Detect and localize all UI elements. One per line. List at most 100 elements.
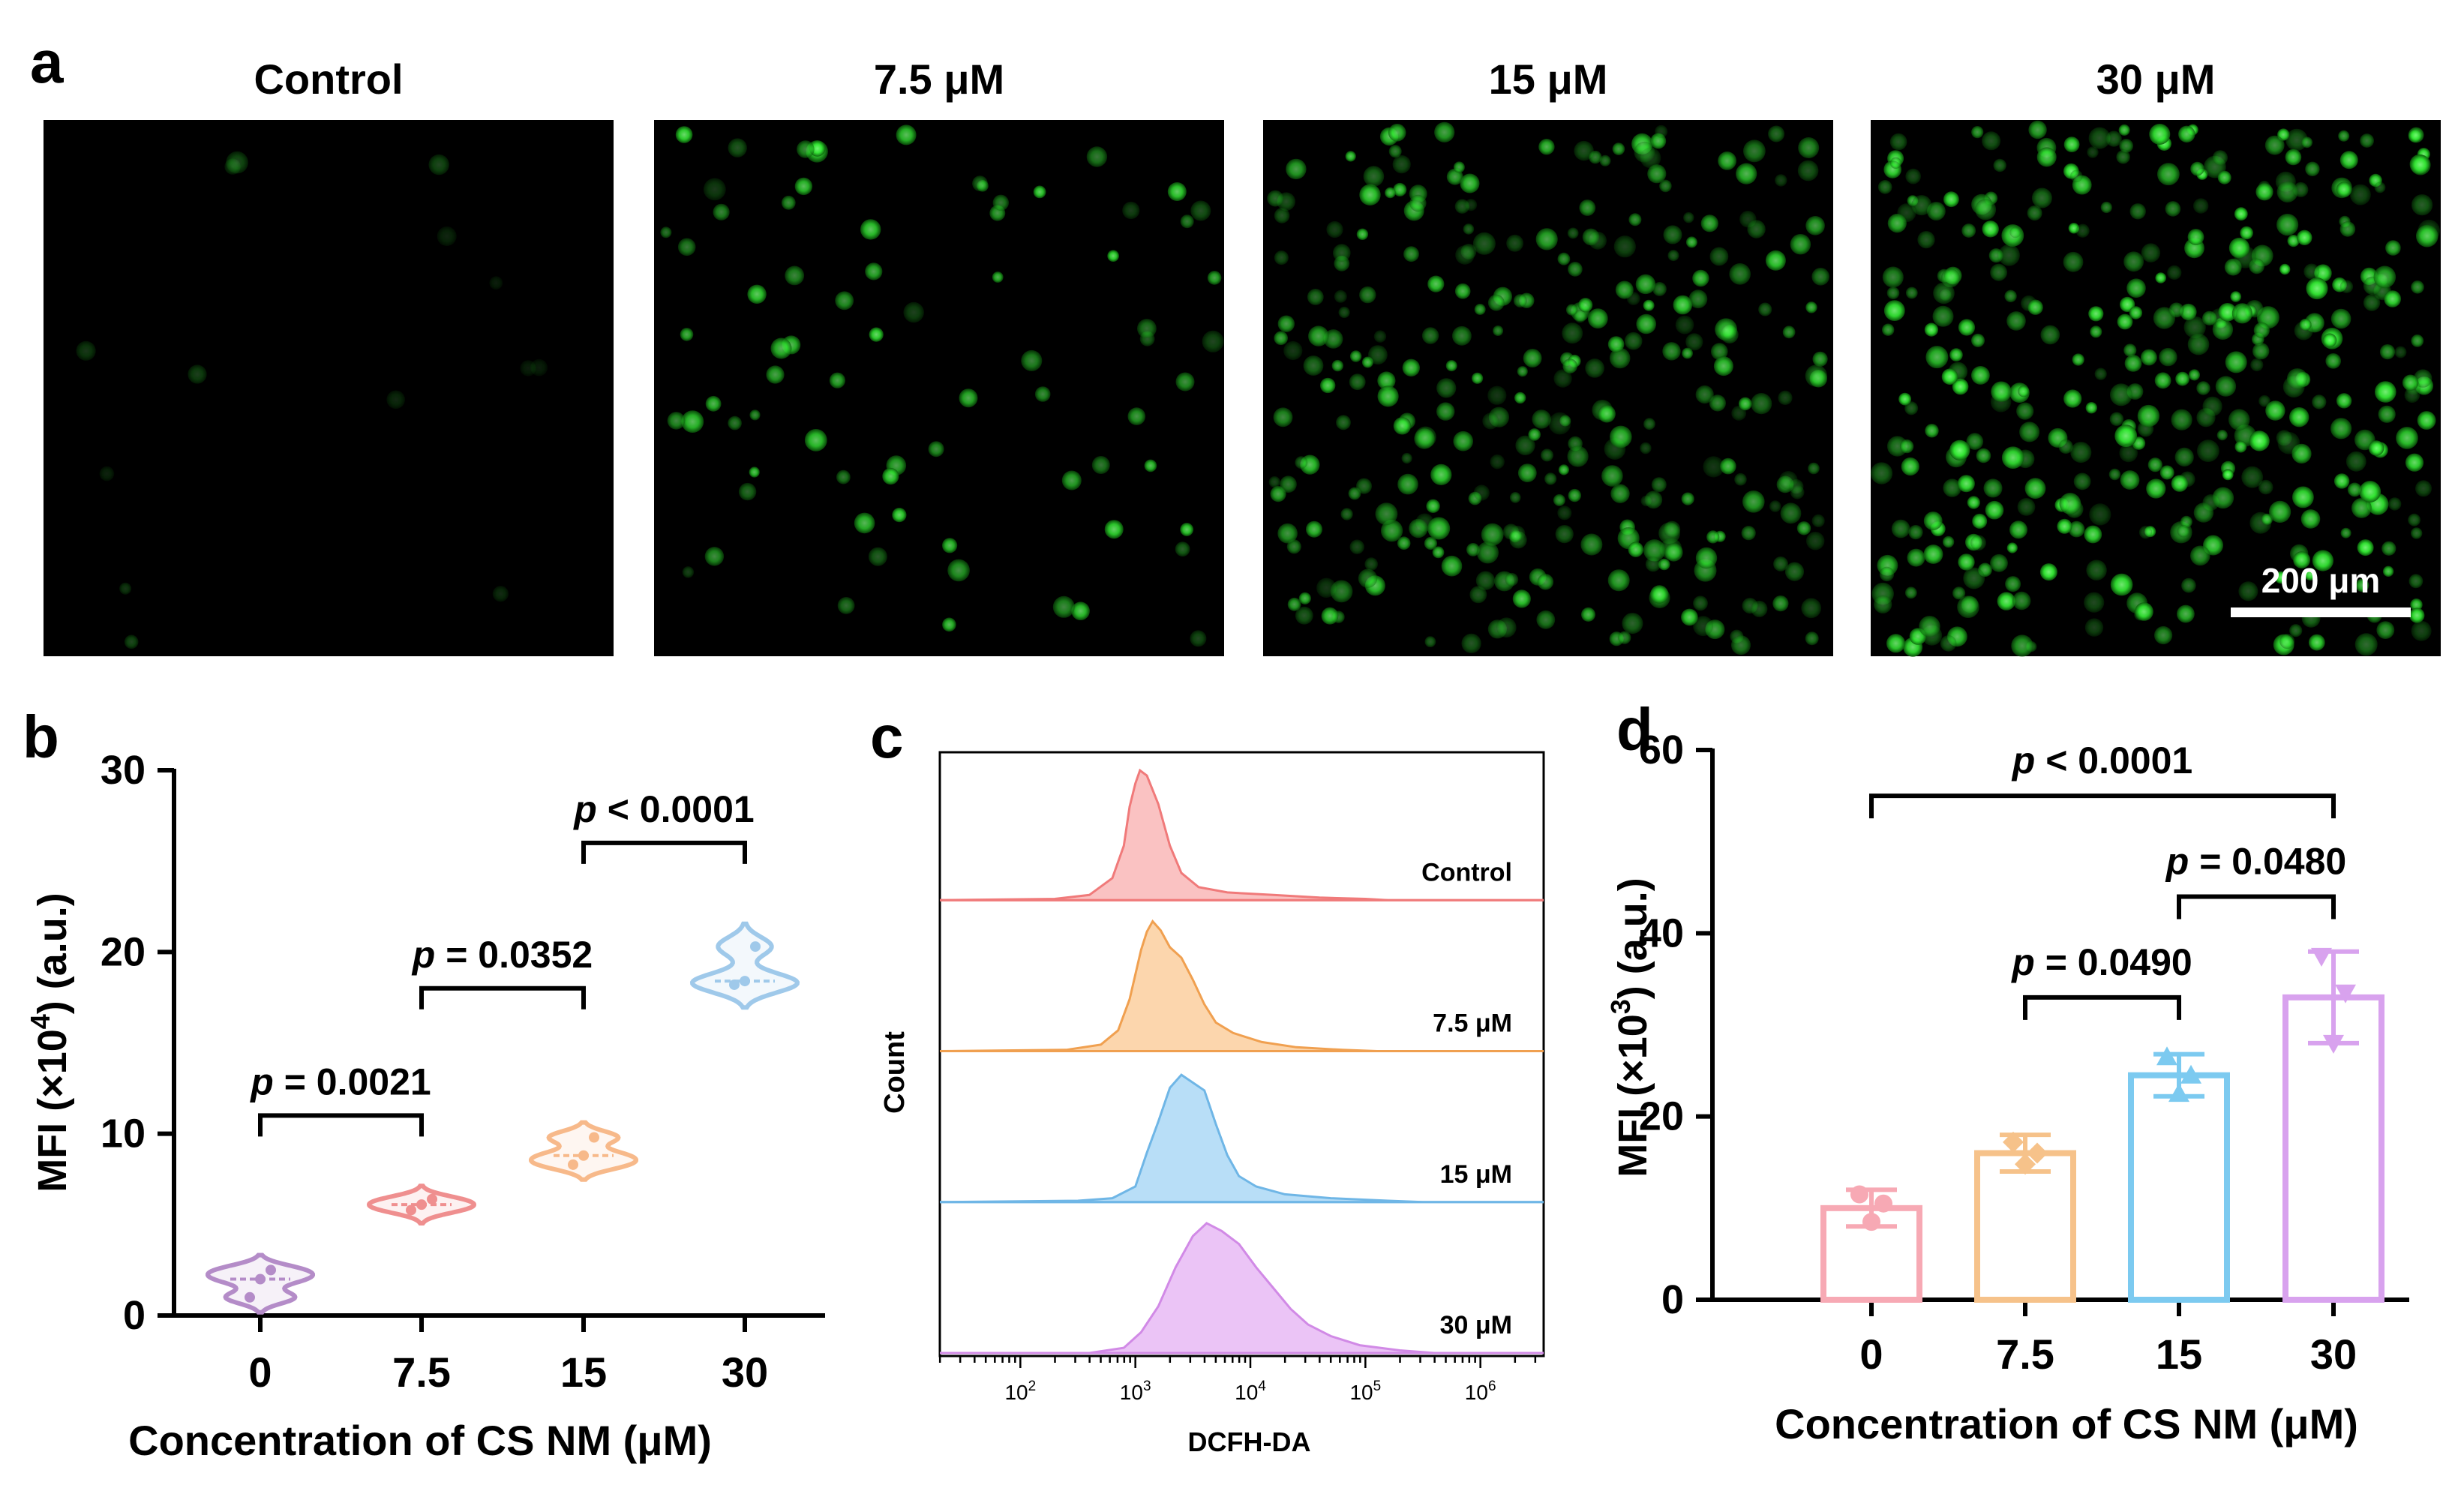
cell <box>1568 262 1583 277</box>
cell <box>1706 530 1720 544</box>
panel-b-letter: b <box>23 704 59 770</box>
cell <box>2385 240 2401 256</box>
cell <box>1883 300 1905 321</box>
cell <box>2196 381 2210 395</box>
cell <box>2174 447 2194 467</box>
cell <box>2177 604 2195 623</box>
panel-d-letter: d <box>1616 696 1653 763</box>
cell <box>1790 484 1805 500</box>
cell <box>1693 616 1714 637</box>
cell <box>2416 224 2438 248</box>
cell <box>2187 229 2204 245</box>
tick-exponent: 6 <box>1488 1378 1496 1394</box>
cell <box>2305 161 2320 176</box>
cell <box>1731 635 1751 656</box>
cell <box>1615 280 1634 299</box>
cell <box>1482 412 1499 430</box>
cell <box>1034 386 1051 402</box>
cell <box>2312 550 2333 572</box>
violin-point <box>255 1274 266 1285</box>
cell <box>2330 308 2351 329</box>
cell <box>1557 506 1572 520</box>
cell <box>2212 487 2234 509</box>
cell <box>2024 478 2046 500</box>
cell <box>2374 182 2386 194</box>
cell <box>2216 430 2228 441</box>
cell <box>959 388 978 408</box>
cell <box>2286 368 2308 389</box>
cell <box>1287 597 1301 611</box>
cell <box>2322 333 2337 348</box>
cell <box>1643 539 1666 562</box>
cell <box>2368 440 2384 456</box>
cell <box>1517 464 1537 482</box>
cell <box>1634 141 1655 163</box>
cell <box>1652 282 1667 296</box>
cell <box>1461 633 1481 653</box>
cell <box>2109 412 2124 426</box>
cell <box>2123 344 2137 357</box>
cell <box>1175 542 1190 556</box>
cell <box>1898 392 1912 406</box>
cell <box>2238 581 2258 602</box>
cell <box>2005 576 2021 592</box>
cell <box>1434 122 1455 142</box>
cell <box>1104 520 1124 539</box>
cell <box>903 302 924 323</box>
cell <box>1784 562 1805 581</box>
data-point <box>2027 1142 2048 1164</box>
cell <box>1806 532 1825 550</box>
cell <box>2057 518 2072 534</box>
cell <box>1601 465 1623 487</box>
cell <box>1430 464 1452 486</box>
cell <box>2215 376 2237 397</box>
cell <box>1997 592 2015 610</box>
cell <box>1932 305 1954 327</box>
cell <box>1889 157 1902 169</box>
cell <box>2177 525 2190 538</box>
y-axis-title-exponent: 3 <box>1605 999 1636 1014</box>
significance-label: p = 0.0021 <box>249 1060 431 1102</box>
cell <box>667 412 686 430</box>
cell <box>2303 568 2317 580</box>
cell <box>1453 161 1465 173</box>
cell <box>2340 527 2351 538</box>
cell <box>1326 220 1343 238</box>
cell <box>1307 289 1324 305</box>
cell <box>2084 592 2105 613</box>
cell <box>2114 424 2138 447</box>
cell <box>1086 146 1108 167</box>
cell <box>1772 596 1789 612</box>
cell <box>2027 299 2043 315</box>
cell <box>2188 369 2200 381</box>
cell <box>677 238 696 256</box>
cell <box>1579 200 1596 216</box>
cell <box>1424 636 1436 647</box>
bar-7.5 <box>1974 1150 2076 1303</box>
cell <box>1581 607 1595 622</box>
cell <box>1580 533 1603 556</box>
cell <box>1741 526 1756 541</box>
x-axis-title: DCFH-DA <box>1188 1426 1311 1457</box>
cell <box>947 559 970 582</box>
cell <box>1202 330 1224 352</box>
cell <box>2217 170 2231 184</box>
cell <box>1886 634 1905 653</box>
cell <box>2157 163 2180 186</box>
cell <box>1277 315 1295 332</box>
significance-bracket <box>2023 994 2181 1020</box>
tick-exponent: 2 <box>1028 1378 1037 1394</box>
data-point <box>1862 1213 1880 1232</box>
cell <box>2129 306 2143 320</box>
cell <box>728 416 742 430</box>
cell <box>1388 145 1402 158</box>
cell <box>2261 513 2273 526</box>
cell <box>1700 214 1718 232</box>
p-value: = 0.0021 <box>274 1060 431 1102</box>
cell <box>1465 199 1478 212</box>
cell <box>1452 326 1472 346</box>
x-tick-label: 105 <box>1349 1378 1381 1404</box>
cell <box>1493 326 1504 336</box>
tick-exponent: 3 <box>1143 1378 1151 1394</box>
